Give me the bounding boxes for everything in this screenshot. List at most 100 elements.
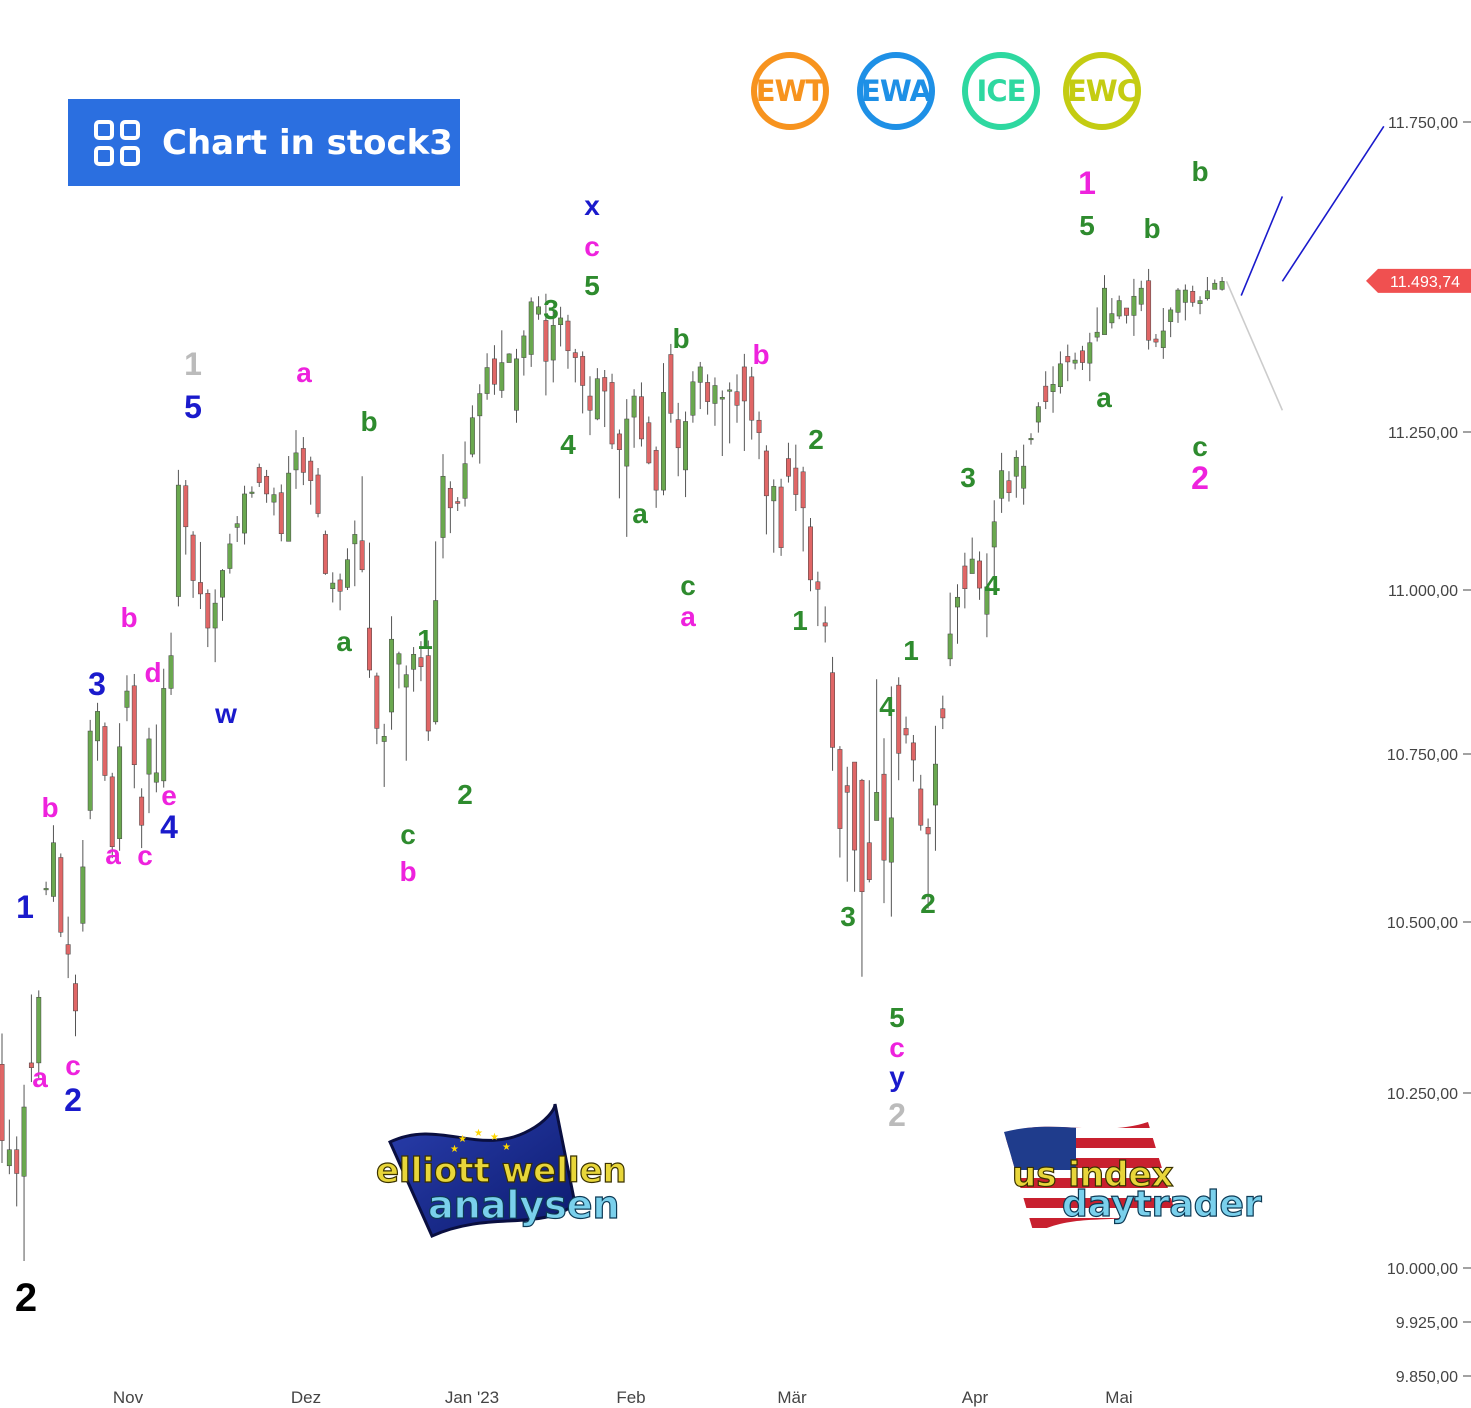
candle-body — [580, 356, 586, 386]
candle-body — [1102, 287, 1107, 335]
candle-body — [139, 796, 145, 826]
wave-label: 1 — [792, 605, 808, 636]
grid-icon — [94, 119, 140, 166]
candle-body — [455, 501, 461, 504]
candle-body — [903, 728, 909, 736]
candle-body — [175, 484, 181, 597]
candle-body — [999, 470, 1005, 499]
candle-body — [947, 633, 953, 660]
candle-body — [1080, 350, 1085, 363]
candle-body — [683, 421, 688, 471]
us-index-daytrader-logo: us index daytrader — [1004, 1122, 1262, 1234]
candle-body — [271, 494, 277, 503]
candle-body — [940, 708, 946, 719]
candle-body — [1028, 438, 1034, 441]
candle-body — [1094, 331, 1100, 338]
candle-body — [749, 376, 755, 421]
candle-body — [469, 417, 475, 455]
wave-label: d — [144, 657, 161, 688]
candle-body — [1087, 342, 1093, 364]
candle-body — [492, 358, 497, 385]
candle-body — [1197, 300, 1203, 304]
svg-text:★: ★ — [490, 1132, 499, 1143]
wave-label: a — [296, 357, 312, 388]
candle-body — [212, 602, 218, 629]
candle-body — [337, 579, 343, 592]
candle-body — [624, 418, 630, 467]
candle-body — [1182, 289, 1188, 303]
candle-body — [256, 467, 262, 483]
y-tick-label: 10.250,00 — [1387, 1086, 1458, 1103]
ice-badge[interactable]: ICE — [962, 52, 1040, 130]
svg-text:★: ★ — [502, 1142, 511, 1153]
wave-label: 3 — [543, 294, 559, 325]
chart-in-stock3-button[interactable]: Chart in stock3 — [68, 99, 460, 186]
wave-label: 5 — [184, 389, 202, 425]
candle-body — [1021, 465, 1027, 489]
wave-label: y — [889, 1061, 905, 1092]
candle-body — [21, 1106, 27, 1177]
candle-body — [308, 460, 314, 481]
candle-body — [80, 866, 86, 924]
candle-body — [425, 655, 431, 732]
candle-body — [514, 358, 519, 411]
wave-label: c — [889, 1032, 905, 1063]
ewa-badge[interactable]: EWA — [857, 52, 935, 130]
candle-body — [925, 826, 931, 835]
candle-body — [462, 463, 468, 499]
candle-body — [183, 485, 189, 528]
candle-body — [550, 325, 556, 361]
candle-body — [756, 419, 762, 433]
candle-body — [374, 675, 380, 729]
wave-label: 5 — [1079, 210, 1095, 241]
candle-body — [220, 570, 225, 598]
candle-body — [933, 763, 938, 806]
candle-body — [440, 475, 446, 538]
logo-text-line2: analysen — [428, 1183, 620, 1227]
wave-label: 3 — [840, 901, 856, 932]
x-tick-label: Dez — [291, 1388, 321, 1407]
candle-body — [1146, 280, 1152, 341]
candle-body — [1050, 384, 1056, 392]
candle-body — [719, 397, 725, 400]
candle-body — [1204, 290, 1210, 299]
wave-label: c — [400, 819, 416, 850]
candle-body — [991, 521, 997, 548]
svg-text:★: ★ — [450, 1144, 459, 1155]
ewc-badge[interactable]: EWC — [1063, 52, 1141, 130]
y-tick-label: 9.925,00 — [1396, 1315, 1458, 1332]
candle-body — [447, 487, 453, 509]
candle-body — [536, 306, 541, 315]
candle-body — [668, 354, 674, 414]
candle-body — [1013, 457, 1019, 477]
candle-body — [58, 857, 64, 933]
wave-label: 4 — [879, 691, 895, 722]
candle-body — [690, 381, 696, 416]
candle-body — [242, 493, 248, 534]
candle-body — [477, 393, 483, 417]
candle-body — [661, 392, 666, 491]
candle-body — [1190, 291, 1196, 303]
candle-body — [1175, 289, 1181, 313]
wave-label: 2 — [15, 1276, 37, 1320]
ewt-badge[interactable]: EWT — [751, 52, 829, 130]
wave-label: a — [105, 839, 121, 870]
candle-body — [815, 581, 821, 590]
candle-body — [874, 792, 880, 821]
candle-body — [675, 419, 681, 449]
candle-body — [418, 657, 424, 668]
candle-body — [6, 1149, 12, 1167]
candle-body — [322, 534, 328, 574]
wave-label: a — [680, 601, 696, 632]
wave-label: 4 — [560, 429, 576, 460]
wave-label: b — [360, 406, 377, 437]
projection-line — [1225, 281, 1284, 411]
last-price-label: 11.493,74 — [1390, 274, 1460, 291]
elliott-wellen-analysen-logo: ★★ ★★★ elliott wellen analysen — [375, 1103, 627, 1238]
candle-body — [73, 983, 78, 1012]
candle-body — [727, 389, 733, 392]
candle-body — [0, 1064, 5, 1141]
candle-body — [367, 627, 372, 671]
wave-label: b — [399, 856, 416, 887]
